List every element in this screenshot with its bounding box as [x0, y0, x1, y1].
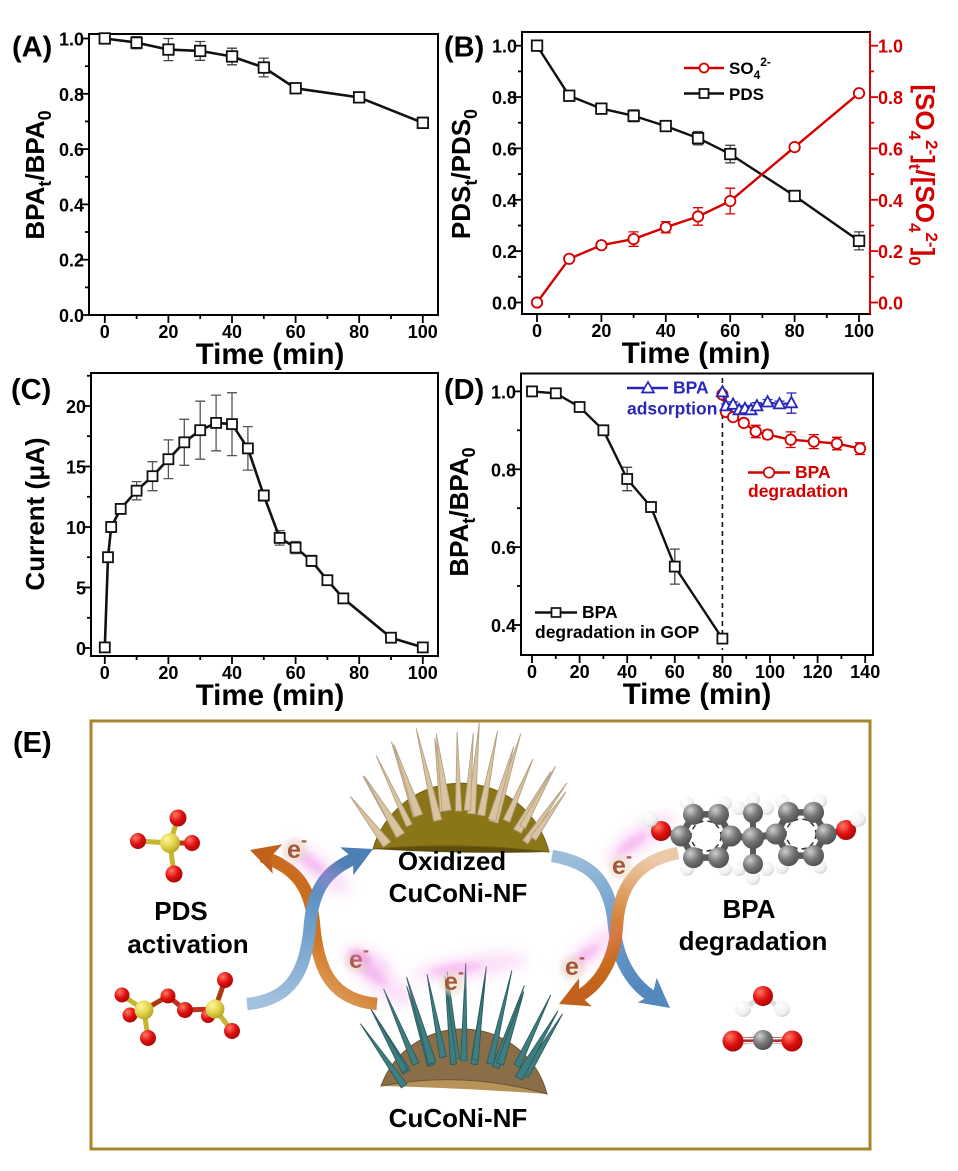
svg-text:0.8: 0.8: [878, 88, 903, 108]
svg-text:CuCoNi-NF: CuCoNi-NF: [389, 1103, 528, 1133]
svg-text:40: 40: [656, 321, 676, 341]
svg-text:0: 0: [527, 662, 537, 682]
svg-text:10: 10: [66, 518, 86, 538]
svg-text:0.4: 0.4: [59, 195, 84, 215]
svg-text:5: 5: [76, 579, 86, 599]
svg-text:(E): (E): [13, 727, 52, 759]
svg-text:20: 20: [158, 663, 178, 683]
svg-text:0.4: 0.4: [492, 191, 517, 211]
svg-text:0.8: 0.8: [491, 460, 516, 480]
svg-text:0.6: 0.6: [491, 538, 516, 558]
svg-text:adsorption: adsorption: [627, 399, 717, 419]
svg-text:100: 100: [408, 322, 438, 342]
svg-text:0.6: 0.6: [59, 140, 84, 160]
svg-text:Time (min): Time (min): [623, 678, 772, 711]
svg-text:100: 100: [844, 321, 874, 341]
svg-text:0.6: 0.6: [492, 139, 517, 159]
svg-text:-: -: [458, 962, 464, 982]
svg-text:60: 60: [286, 663, 306, 683]
svg-text:60: 60: [665, 662, 685, 682]
svg-text:PDSt/PDS0: PDSt/PDS0: [446, 109, 481, 239]
svg-text:CuCoNi-NF: CuCoNi-NF: [389, 878, 528, 908]
svg-text:BPA: BPA: [795, 462, 831, 482]
svg-text:0: 0: [100, 322, 110, 342]
svg-text:0.4: 0.4: [491, 616, 516, 636]
svg-text:0: 0: [76, 639, 86, 659]
svg-text:1.0: 1.0: [491, 382, 516, 402]
svg-text:BPA: BPA: [582, 602, 618, 622]
svg-text:BPAt/BPA0: BPAt/BPA0: [444, 447, 479, 576]
svg-text:1.0: 1.0: [878, 37, 903, 57]
svg-text:1.0: 1.0: [59, 30, 84, 50]
svg-text:-: -: [579, 947, 585, 967]
svg-text:100: 100: [755, 662, 785, 682]
svg-text:100: 100: [408, 663, 438, 683]
svg-text:(B): (B): [444, 32, 484, 64]
svg-text:15: 15: [66, 458, 86, 478]
svg-text:e: e: [444, 968, 458, 996]
svg-text:activation: activation: [127, 929, 248, 959]
svg-text:0.8: 0.8: [59, 85, 84, 105]
svg-text:Time (min): Time (min): [196, 679, 345, 712]
svg-text:20: 20: [570, 662, 590, 682]
svg-text:80: 80: [785, 321, 805, 341]
svg-text:40: 40: [222, 322, 242, 342]
svg-text:0.8: 0.8: [492, 88, 517, 108]
svg-text:0: 0: [100, 663, 110, 683]
svg-text:-: -: [626, 846, 632, 866]
svg-text:1.0: 1.0: [492, 37, 517, 57]
svg-text:20: 20: [591, 321, 611, 341]
svg-text:e: e: [565, 953, 579, 981]
svg-text:Oxidized: Oxidized: [398, 846, 506, 876]
svg-text:0.0: 0.0: [492, 294, 517, 314]
svg-text:degradation: degradation: [679, 926, 828, 956]
svg-text:BPA: BPA: [723, 894, 776, 924]
svg-text:0.0: 0.0: [878, 294, 903, 314]
svg-text:(A): (A): [12, 32, 52, 64]
svg-text:0: 0: [532, 321, 542, 341]
svg-text:BPAt/BPA0: BPAt/BPA0: [20, 110, 55, 239]
svg-text:0.4: 0.4: [878, 191, 903, 211]
svg-text:120: 120: [803, 662, 833, 682]
svg-text:(C): (C): [11, 374, 51, 406]
svg-text:0.2: 0.2: [878, 242, 903, 262]
svg-text:0.2: 0.2: [492, 242, 517, 262]
svg-text:60: 60: [286, 322, 306, 342]
svg-text:PDS: PDS: [729, 85, 764, 104]
svg-text:e: e: [287, 836, 301, 864]
svg-text:BPA: BPA: [673, 378, 709, 398]
svg-text:80: 80: [349, 663, 369, 683]
svg-text:-: -: [301, 830, 307, 850]
svg-text:0.0: 0.0: [59, 306, 84, 326]
svg-text:degradation in GOP: degradation in GOP: [535, 622, 700, 642]
svg-text:Time (min): Time (min): [196, 338, 345, 371]
svg-text:40: 40: [222, 663, 242, 683]
svg-text:140: 140: [850, 662, 880, 682]
svg-text:0.6: 0.6: [878, 139, 903, 159]
svg-text:60: 60: [720, 321, 740, 341]
svg-text:e: e: [612, 852, 626, 880]
svg-text:40: 40: [617, 662, 637, 682]
svg-text:PDS: PDS: [154, 896, 207, 926]
svg-text:0.2: 0.2: [59, 251, 84, 271]
svg-text:Time (min): Time (min): [622, 337, 771, 370]
svg-text:20: 20: [158, 322, 178, 342]
svg-text:80: 80: [349, 322, 369, 342]
svg-text:(D): (D): [444, 374, 484, 406]
svg-text:20: 20: [66, 397, 86, 417]
svg-text:Current (μA): Current (μA): [20, 437, 50, 590]
svg-text:degradation: degradation: [748, 481, 848, 501]
svg-text:80: 80: [712, 662, 732, 682]
